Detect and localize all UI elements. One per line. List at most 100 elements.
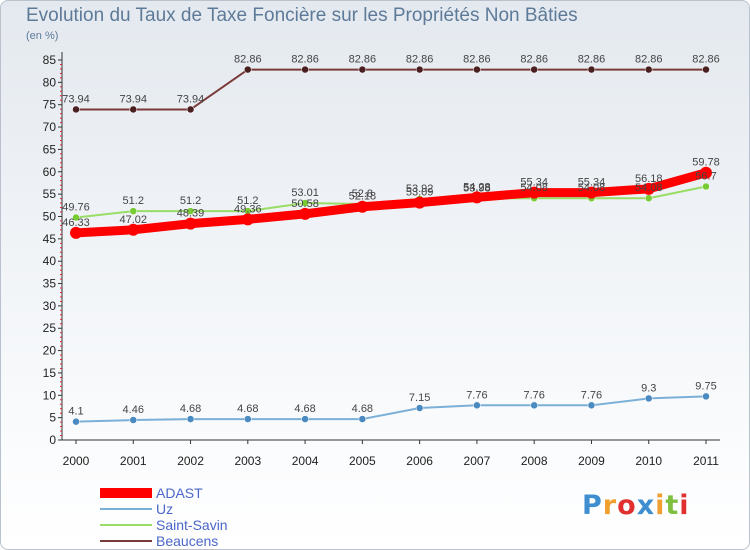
y-minor-tick bbox=[60, 122, 62, 124]
data-point-saint-savin bbox=[186, 207, 195, 215]
data-label-uz: 9.75 bbox=[695, 380, 716, 392]
data-point-beaucens bbox=[72, 105, 80, 114]
y-minor-tick bbox=[60, 323, 62, 325]
legend-item: Beaucens bbox=[100, 533, 300, 549]
data-point-beaucens bbox=[530, 65, 538, 74]
logo-letter: r bbox=[602, 490, 618, 521]
y-minor-tick bbox=[60, 278, 62, 280]
data-point-uz bbox=[129, 416, 138, 424]
data-label-beaucens: 82.86 bbox=[463, 54, 491, 66]
data-point-uz bbox=[473, 401, 481, 410]
y-tick-label: 85 bbox=[43, 53, 57, 67]
data-label-beaucens: 82.86 bbox=[520, 54, 548, 66]
data-point-uz bbox=[244, 415, 252, 423]
logo-letter: P bbox=[582, 490, 603, 521]
y-tick-label: 10 bbox=[43, 388, 57, 402]
data-point-adast bbox=[413, 196, 426, 209]
data-label-uz: 7.76 bbox=[523, 389, 544, 401]
data-point-adast bbox=[642, 182, 655, 195]
y-minor-tick bbox=[60, 265, 62, 267]
y-tick-label: 0 bbox=[49, 433, 56, 447]
data-point-beaucens bbox=[587, 65, 596, 74]
y-minor-tick bbox=[60, 211, 62, 213]
chart-title: Evolution du Taux de Taxe Foncière sur l… bbox=[26, 5, 578, 26]
y-minor-tick bbox=[60, 318, 62, 320]
y-minor-tick bbox=[60, 131, 62, 133]
y-tick-label: 55 bbox=[43, 187, 57, 201]
data-point-uz bbox=[702, 392, 710, 401]
x-tick-label: 2000 bbox=[63, 454, 90, 468]
y-minor-tick bbox=[60, 144, 62, 146]
y-minor-tick bbox=[60, 367, 62, 369]
y-minor-tick bbox=[60, 72, 62, 74]
x-tick-label: 2008 bbox=[521, 454, 548, 468]
data-point-beaucens bbox=[415, 65, 424, 74]
data-point-uz bbox=[587, 401, 596, 410]
data-label-beaucens: 82.86 bbox=[406, 54, 434, 66]
y-minor-tick bbox=[60, 412, 62, 414]
unit-label: (en %) bbox=[26, 30, 59, 42]
data-label-uz: 7.76 bbox=[466, 389, 487, 401]
y-minor-tick bbox=[60, 229, 62, 231]
x-tick-label: 2009 bbox=[578, 454, 605, 468]
x-tick-label: 2005 bbox=[349, 454, 376, 468]
data-label-adast: 55.34 bbox=[578, 177, 606, 189]
data-label-beaucens: 73.94 bbox=[177, 93, 205, 105]
data-label-adast: 50.58 bbox=[291, 198, 319, 210]
x-tick-label: 2002 bbox=[177, 454, 204, 468]
y-minor-tick bbox=[60, 68, 62, 70]
data-point-uz bbox=[72, 417, 80, 426]
data-label-saint-savin: 54.08 bbox=[578, 182, 606, 194]
axes: 0 5 10 15 20 25 30 35 40 45 50 55 60 65 70 75 80 85 2000 20… bbox=[43, 52, 720, 468]
data-point-saint-savin bbox=[129, 207, 138, 215]
y-tick-label: 30 bbox=[43, 299, 57, 313]
data-label-saint-savin: 51.2 bbox=[180, 195, 201, 207]
y-minor-tick bbox=[60, 166, 62, 168]
legend-swatch bbox=[100, 540, 152, 542]
data-point-saint-savin bbox=[702, 182, 710, 191]
y-minor-tick bbox=[60, 139, 62, 141]
data-point-adast bbox=[585, 186, 598, 199]
y-tick-label: 5 bbox=[49, 411, 56, 425]
data-point-uz bbox=[358, 415, 367, 423]
y-minor-tick bbox=[60, 86, 62, 88]
data-point-beaucens bbox=[473, 65, 481, 74]
data-label-saint-savin: 56.7 bbox=[695, 171, 716, 183]
logo-letter: i bbox=[679, 490, 690, 521]
y-tick-label: 65 bbox=[43, 142, 57, 156]
data-label-adast: 53.09 bbox=[406, 187, 434, 199]
data-label-uz: 7.76 bbox=[581, 389, 602, 401]
data-point-adast bbox=[528, 186, 541, 199]
data-label-uz: 4.68 bbox=[352, 403, 373, 415]
y-tick-label: 45 bbox=[43, 232, 57, 246]
y-minor-tick bbox=[60, 385, 62, 387]
y-minor-tick bbox=[60, 381, 62, 383]
data-label-saint-savin: 53.01 bbox=[291, 187, 319, 199]
legend-item: Saint-Savin bbox=[100, 517, 300, 533]
y-minor-tick bbox=[60, 135, 62, 137]
y-minor-tick bbox=[60, 390, 62, 392]
y-minor-tick bbox=[60, 341, 62, 343]
data-point-beaucens bbox=[301, 65, 309, 74]
logo-letter: o bbox=[617, 490, 637, 521]
y-minor-tick bbox=[60, 157, 62, 159]
y-minor-tick bbox=[60, 202, 62, 204]
y-minor-tick bbox=[60, 77, 62, 79]
y-minor-tick bbox=[60, 269, 62, 271]
y-minor-tick bbox=[60, 220, 62, 222]
y-minor-tick bbox=[60, 207, 62, 209]
data-point-uz bbox=[644, 394, 653, 403]
data-point-adast bbox=[470, 191, 483, 204]
series-layer bbox=[70, 65, 712, 426]
data-label-uz: 7.15 bbox=[409, 392, 430, 404]
y-minor-tick bbox=[60, 426, 62, 428]
data-point-beaucens bbox=[129, 105, 138, 114]
data-label-saint-savin: 53.92 bbox=[406, 183, 434, 195]
x-tick-label: 2004 bbox=[292, 454, 319, 468]
data-point-adast bbox=[700, 166, 712, 179]
y-minor-tick bbox=[60, 180, 62, 182]
series-line-adast bbox=[71, 168, 711, 238]
data-label-beaucens: 73.94 bbox=[120, 93, 148, 105]
data-label-uz: 4.1 bbox=[68, 406, 83, 418]
data-label-uz: 4.68 bbox=[237, 403, 258, 415]
